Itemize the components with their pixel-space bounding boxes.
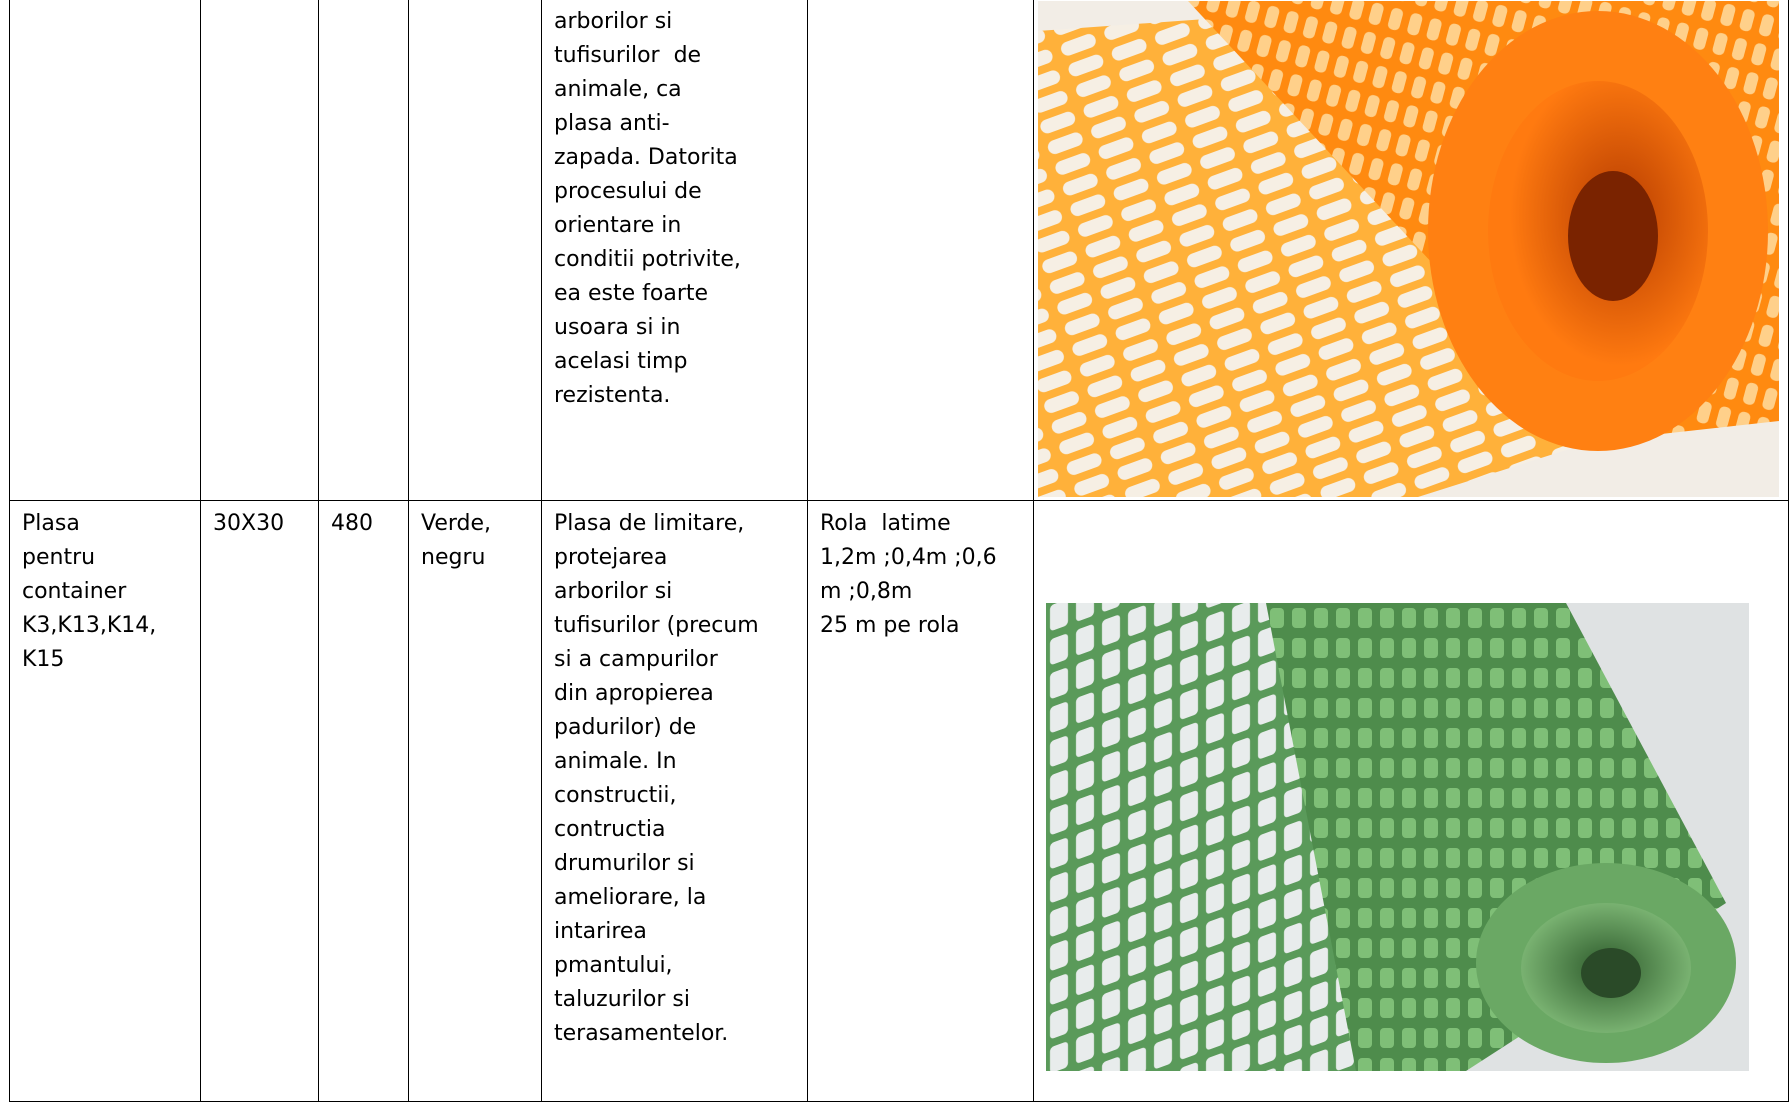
text-line: container — [22, 579, 127, 604]
text-line: padurilor) de — [554, 715, 697, 740]
text-line: K3,K13,K14, — [22, 613, 157, 638]
table-row: arborilor si tufisurilor de animale, ca pla… — [9, 0, 1789, 501]
text-line: Rola latime — [820, 511, 951, 536]
text-line: taluzurilor si — [554, 987, 690, 1012]
text-line: arborilor si — [554, 9, 673, 34]
text-line: procesului de — [554, 179, 702, 204]
text-line: tufisurilor de — [554, 43, 702, 68]
table-row: Plasa pentru container K3,K13,K14, K15 30X30… — [9, 500, 1789, 1102]
text-line: intarirea — [554, 919, 647, 944]
text-line: zapada. Datorita — [554, 145, 738, 170]
cell — [200, 0, 319, 501]
cell — [318, 0, 409, 501]
text-line: din apropierea — [554, 681, 714, 706]
green-net-image — [1046, 603, 1749, 1071]
text-line: K15 — [22, 647, 65, 672]
text-line: animale. In — [554, 749, 677, 774]
text-line: orientare in — [554, 213, 682, 238]
text-line: ea este foarte — [554, 281, 709, 306]
color-cell: Verde, negru — [408, 500, 542, 1102]
cell — [408, 0, 542, 501]
text-line: constructii, — [554, 783, 677, 808]
text-line: 1,2m ;0,4m ;0,6 — [820, 545, 997, 570]
dimensions-cell: Rola latime 1,2m ;0,4m ;0,6 m ;0,8m 25 m pe… — [807, 500, 1034, 1102]
text-line: drumurilor si — [554, 851, 695, 876]
text-line: 25 m pe rola — [820, 613, 960, 638]
name-cell: Plasa pentru container K3,K13,K14, K15 — [9, 500, 201, 1102]
text-line: conditii potrivite, — [554, 247, 741, 272]
text-line: pentru — [22, 545, 96, 570]
description-cell: arborilor si tufisurilor de animale, ca pla… — [541, 0, 808, 501]
text-line: arborilor si — [554, 579, 673, 604]
cell — [807, 0, 1034, 501]
text-line: protejarea — [554, 545, 668, 570]
product-table: arborilor si tufisurilor de animale, ca pla… — [9, 0, 1789, 1102]
image-cell — [1033, 500, 1789, 1102]
text-line: negru — [421, 545, 486, 570]
text-line: Plasa de limitare, — [554, 511, 745, 536]
description-cell: Plasa de limitare, protejarea arborilor si… — [541, 500, 808, 1102]
text-line: terasamentelor. — [554, 1021, 729, 1046]
mesh-cell: 30X30 — [200, 500, 319, 1102]
text-line: acelasi timp — [554, 349, 688, 374]
orange-net-image — [1038, 1, 1779, 497]
text-line: contructia — [554, 817, 666, 842]
text-line: pmantului, — [554, 953, 673, 978]
text-line: m ;0,8m — [820, 579, 913, 604]
weight-cell: 480 — [318, 500, 409, 1102]
cell — [9, 0, 201, 501]
text-line: Plasa — [22, 511, 80, 536]
text-line: Verde, — [421, 511, 492, 536]
image-cell — [1033, 0, 1789, 501]
text-line: si a campurilor — [554, 647, 718, 672]
text-line: tufisurilor (precum — [554, 613, 759, 638]
text-line: rezistenta. — [554, 383, 671, 408]
text-line: usoara si in — [554, 315, 681, 340]
text-line: plasa anti- — [554, 111, 670, 136]
text-line: ameliorare, la — [554, 885, 707, 910]
text-line: animale, ca — [554, 77, 682, 102]
